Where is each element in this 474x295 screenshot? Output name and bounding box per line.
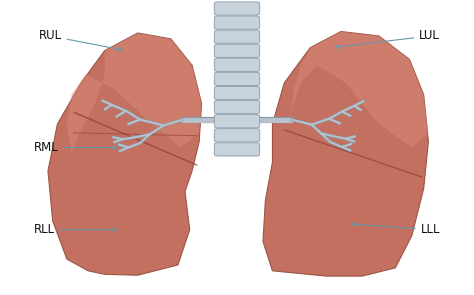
Text: RLL: RLL [34, 223, 117, 236]
Text: LUL: LUL [336, 30, 440, 49]
FancyBboxPatch shape [214, 143, 260, 156]
FancyBboxPatch shape [214, 101, 260, 114]
FancyBboxPatch shape [214, 58, 260, 71]
FancyBboxPatch shape [214, 115, 260, 128]
FancyBboxPatch shape [214, 30, 260, 43]
Polygon shape [48, 33, 201, 275]
Text: RUL: RUL [38, 30, 122, 51]
FancyBboxPatch shape [214, 129, 260, 142]
Polygon shape [67, 33, 201, 153]
FancyBboxPatch shape [214, 72, 260, 86]
FancyBboxPatch shape [214, 86, 260, 100]
Polygon shape [263, 32, 428, 276]
Polygon shape [292, 32, 428, 148]
FancyBboxPatch shape [214, 16, 260, 29]
Text: LLL: LLL [352, 222, 440, 236]
FancyBboxPatch shape [214, 2, 260, 15]
Text: RML: RML [34, 141, 117, 154]
FancyBboxPatch shape [214, 44, 260, 57]
